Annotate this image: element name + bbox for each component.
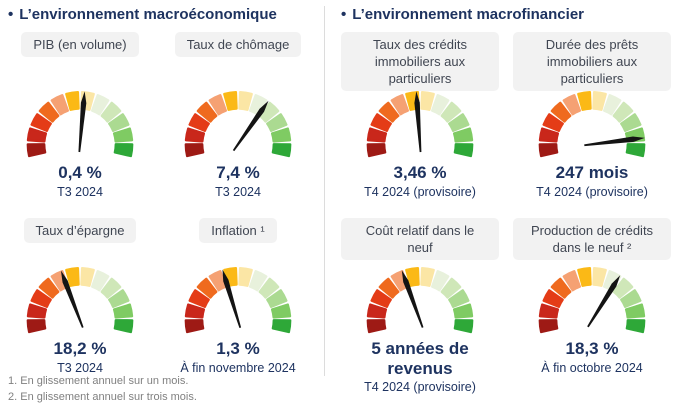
indicator-caption: À fin octobre 2024: [541, 360, 643, 375]
indicator-value: 18,3 %: [565, 339, 619, 358]
indicator-card-production-credits: Production de crédits dans le neuf ² 18,…: [513, 218, 671, 394]
panel-macrofinancier: • L’environnement macrofinancier Taux de…: [341, 6, 671, 394]
gauge-needle: [78, 91, 87, 153]
indicator-value: 0,4 %: [58, 163, 102, 182]
indicator-card-duree-prets: Durée des prêts immobiliers aux particul…: [513, 32, 671, 202]
indicator-pill: Durée des prêts immobiliers aux particul…: [513, 32, 671, 92]
indicator-value: 5 années de revenus: [371, 339, 469, 378]
footnote-1: 1. En glissement annuel sur un mois.: [8, 375, 189, 387]
gauge: [538, 266, 646, 334]
panel-macroeconomique: • L’environnement macroéconomique PIB (e…: [8, 6, 310, 378]
indicator-pill: Taux d’épargne: [23, 218, 137, 244]
bullet-icon: •: [8, 6, 14, 23]
indicator-pill: Taux des crédits immobiliers aux particu…: [341, 32, 499, 92]
indicator-pill: Coût relatif dans le neuf: [341, 218, 499, 261]
indicator-card-inflation: Inflation ¹ 1,3 % À fin novembre 2024: [166, 218, 310, 378]
indicator-card-cout-relatif: Coût relatif dans le neuf 5 années de re…: [341, 218, 499, 394]
indicator-caption: T3 2024: [57, 184, 103, 199]
footnote-2: 2. En glissement annuel sur trois mois.: [8, 390, 197, 403]
indicator-value: 247 mois: [555, 163, 629, 182]
gauge-needle: [414, 91, 422, 153]
indicator-caption: À fin novembre 2024: [180, 360, 296, 375]
indicator-card-taux-credits: Taux des crédits immobiliers aux particu…: [341, 32, 499, 202]
indicator-caption: T4 2024 (provisoire): [536, 184, 648, 199]
gauge: [366, 90, 474, 158]
gauge-needle: [401, 270, 424, 328]
indicator-value: 1,3 %: [216, 339, 260, 358]
indicator-card-epargne: Taux d’épargne 18,2 % T3 2024: [8, 218, 152, 378]
footnotes: 1. En glissement annuel sur un mois. 2. …: [8, 374, 197, 406]
indicator-caption: T3 2024: [215, 184, 261, 199]
gauge: [538, 90, 646, 158]
gauge: [184, 90, 292, 158]
indicator-caption: T3 2024: [57, 360, 103, 375]
indicator-caption: T4 2024 (provisoire): [364, 380, 476, 395]
panel-title: • L’environnement macrofinancier: [341, 6, 671, 32]
indicator-pill: Taux de chômage: [174, 32, 302, 58]
gauge-needle: [222, 269, 242, 328]
gauge-needle: [587, 275, 621, 328]
indicator-pill: Inflation ¹: [199, 218, 277, 244]
indicator-card-pib: PIB (en volume) 0,4 % T3 2024: [8, 32, 152, 202]
vertical-divider: [324, 6, 325, 376]
panel-title: • L’environnement macroéconomique: [8, 6, 310, 32]
indicator-pill: Production de crédits dans le neuf ²: [513, 218, 671, 261]
gauge: [366, 266, 474, 334]
indicator-value: 3,46 %: [393, 163, 447, 182]
indicator-value: 18,2 %: [53, 339, 107, 358]
bullet-icon: •: [341, 6, 347, 23]
indicator-pill: PIB (en volume): [21, 32, 139, 58]
gauge: [26, 90, 134, 158]
gauge-needle: [584, 136, 645, 147]
gauge-needle: [232, 100, 269, 152]
gauge-needle: [60, 270, 84, 328]
gauge: [184, 266, 292, 334]
indicator-value: 7,4 %: [216, 163, 260, 182]
panel-title-text: L’environnement macroéconomique: [19, 6, 277, 23]
gauge: [26, 266, 134, 334]
indicator-card-chomage: Taux de chômage 7,4 % T3 2024: [166, 32, 310, 202]
panel-title-text: L’environnement macrofinancier: [352, 6, 584, 23]
indicator-caption: T4 2024 (provisoire): [364, 184, 476, 199]
